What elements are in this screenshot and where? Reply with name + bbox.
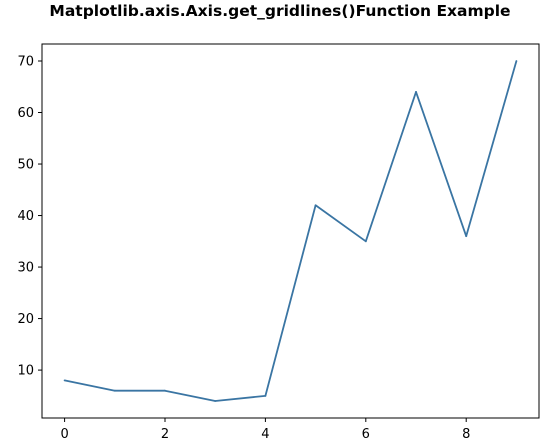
data-point-0: [63, 379, 66, 382]
y-tick-label: 20: [17, 312, 34, 327]
series-line: [64, 60, 518, 402]
x-tick-label: 4: [261, 427, 269, 442]
y-tick-label: 50: [17, 158, 34, 173]
chart-title: Matplotlib.axis.Axis.get_gridlines()Func…: [49, 2, 511, 20]
y-tick-label: 40: [17, 209, 34, 224]
data-point-3: [214, 400, 217, 402]
x-tick-label: 6: [362, 427, 370, 442]
data-point-2: [164, 389, 166, 392]
y-tick-label: 10: [17, 364, 34, 379]
data-point-9: [515, 60, 518, 62]
x-tick-label: 0: [60, 427, 68, 442]
data-point-1: [113, 389, 116, 392]
x-tick-label: 2: [161, 427, 169, 442]
data-point-4: [264, 394, 267, 397]
data-point-8: [465, 235, 468, 238]
data-point-6: [364, 240, 367, 243]
axes-frame: [41, 43, 540, 419]
y-tick-label: 70: [17, 55, 34, 70]
y-tick-label: 60: [17, 106, 34, 121]
data-points: [63, 60, 518, 402]
x-axis-ticks: 0 2 4 6 8: [60, 418, 470, 442]
y-axis-ticks: 10 20 30 40 50 60 70: [17, 55, 42, 379]
data-point-5: [314, 204, 317, 207]
x-tick-label: 8: [462, 427, 470, 442]
y-tick-label: 30: [17, 261, 34, 276]
data-point-7: [415, 91, 417, 93]
